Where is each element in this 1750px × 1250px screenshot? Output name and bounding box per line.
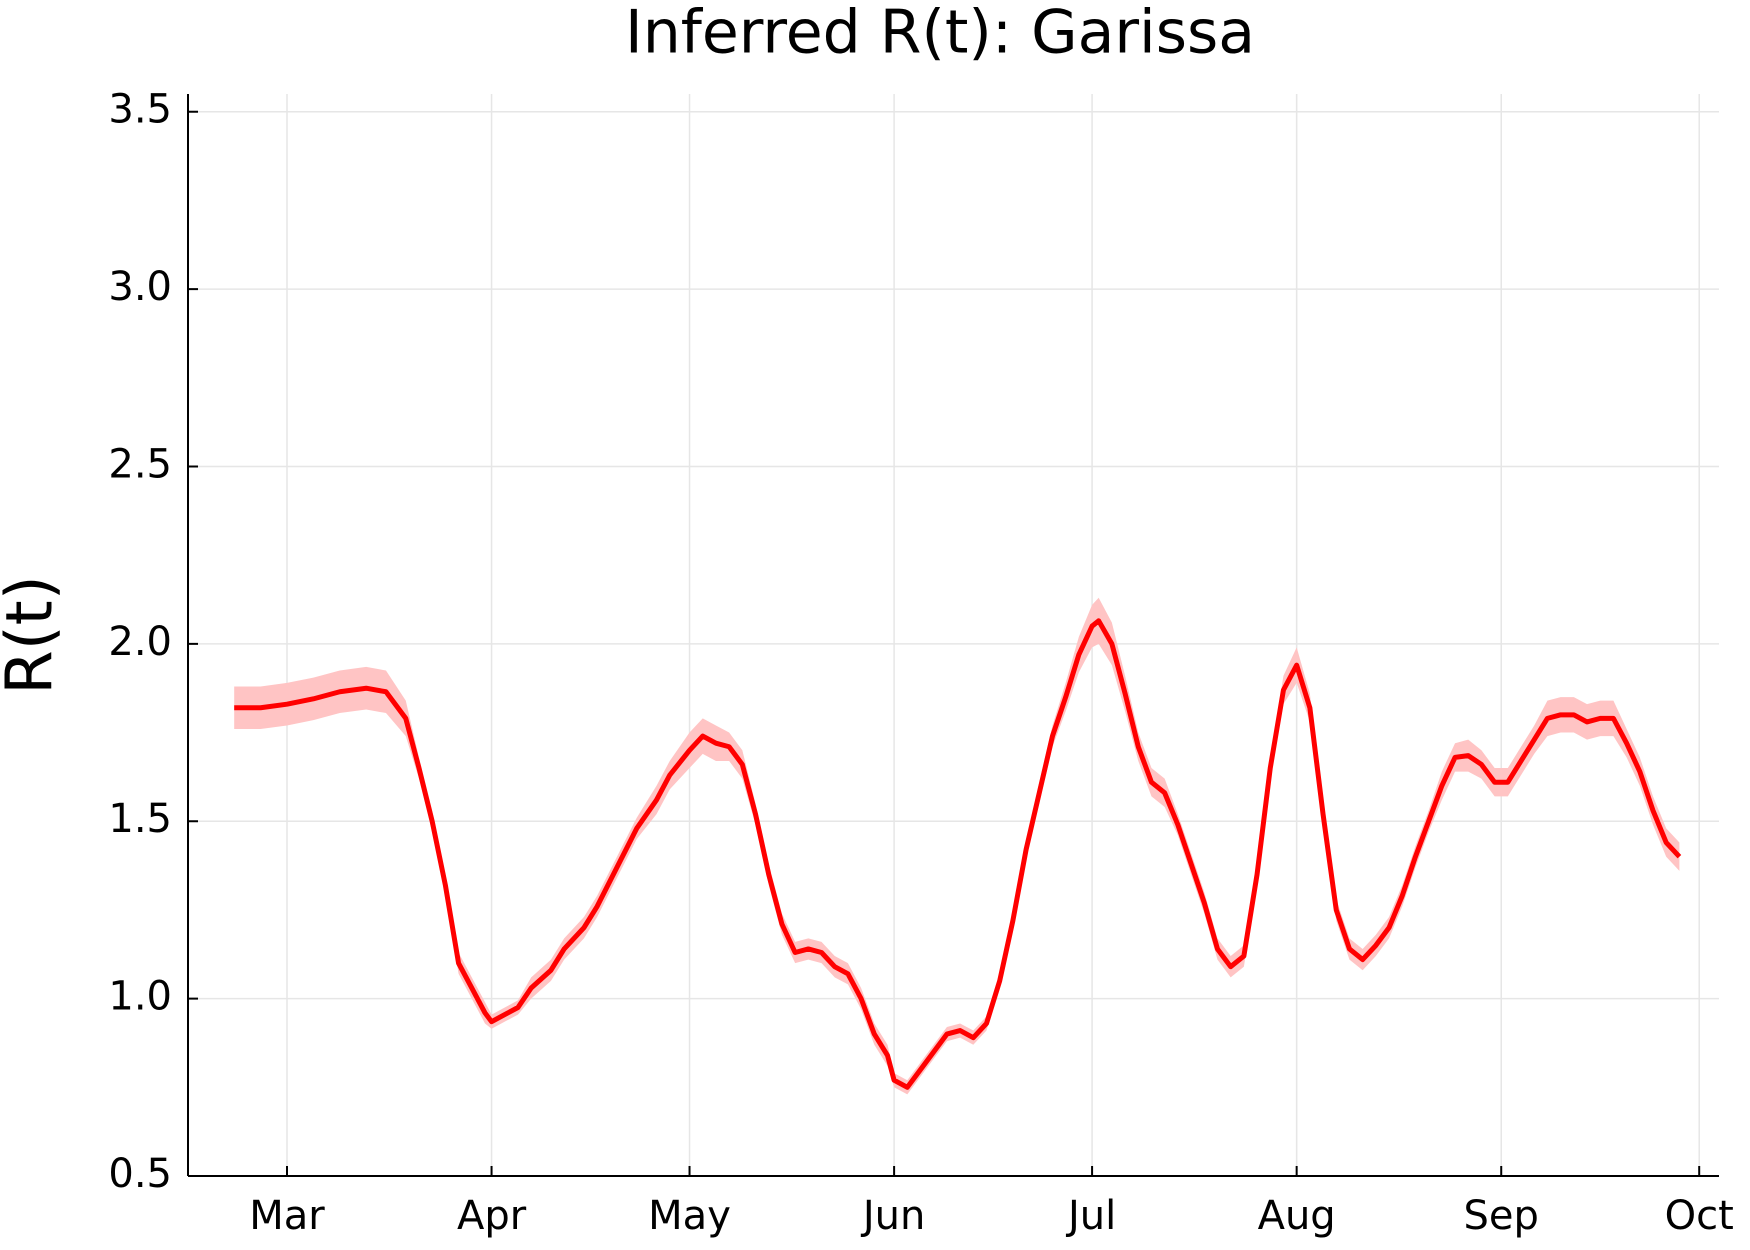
line (234, 618, 1682, 1090)
confidence-band (234, 597, 1680, 1095)
y-tick-label: 1.0 (108, 974, 172, 1020)
y-tick-label: 3.0 (108, 264, 172, 310)
x-tick-label: Aug (1258, 1193, 1336, 1239)
x-tick-label: Mar (249, 1193, 325, 1239)
chart-title: Inferred R(t): Garissa (625, 0, 1255, 68)
y-tick-label: 3.5 (108, 87, 172, 133)
y-tick-label: 1.5 (108, 796, 172, 842)
x-tick-label: Jul (1065, 1193, 1116, 1239)
y-tick-label: 2.0 (108, 619, 172, 665)
x-tick-label: Jun (860, 1193, 926, 1239)
x-tick-label: Oct (1665, 1193, 1734, 1239)
x-tick-label: Sep (1464, 1193, 1539, 1239)
x-tick-label: Apr (457, 1193, 527, 1239)
y-tick-label: 0.5 (108, 1151, 172, 1197)
x-tick-label: May (648, 1193, 731, 1239)
y-tick-label: 2.5 (108, 441, 172, 487)
y-axis-label: R(t) (0, 575, 68, 695)
